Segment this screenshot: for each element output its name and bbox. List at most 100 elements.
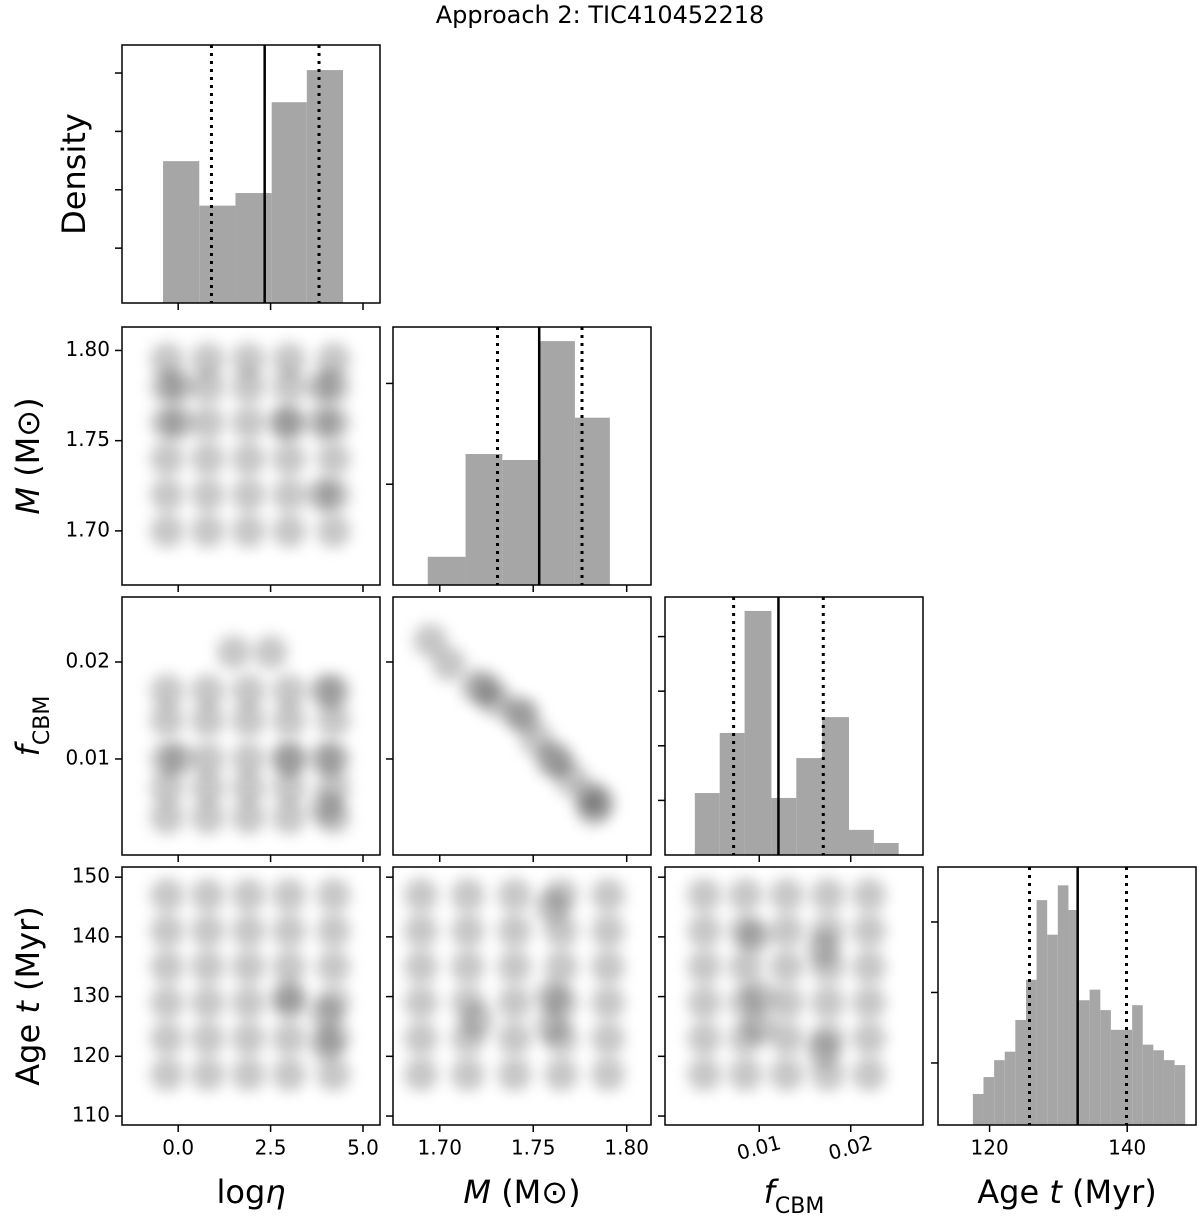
- axis-label: logη: [216, 1173, 285, 1211]
- scatter-point: [272, 674, 307, 709]
- scatter-point: [534, 890, 569, 925]
- hist-bar: [502, 460, 541, 585]
- scatter-point: [769, 878, 804, 913]
- hist-bar: [1153, 1050, 1164, 1125]
- y-tick-label: 130: [72, 983, 110, 1007]
- scatter-point: [231, 771, 266, 806]
- scatter-point: [190, 441, 225, 476]
- scatter-point: [852, 949, 887, 984]
- hist-bar: [994, 1060, 1005, 1125]
- panel-marks: [404, 878, 625, 1092]
- scatter-point: [591, 949, 625, 984]
- scatter-point: [272, 800, 307, 835]
- scatter-point: [460, 1003, 495, 1038]
- scatter-point: [687, 913, 722, 948]
- scatter-point: [404, 913, 439, 948]
- scatter-point: [534, 979, 569, 1014]
- scatter-point: [728, 878, 763, 913]
- scatter-point: [150, 1057, 185, 1092]
- scatter-point: [687, 985, 722, 1020]
- scatter-point: [316, 342, 351, 377]
- axis-label: fCBM: [764, 1173, 825, 1219]
- scatter-point: [404, 985, 439, 1020]
- axis-label: Age t (Myr): [977, 1173, 1156, 1211]
- scatter-point: [272, 513, 307, 548]
- hist-bar: [1004, 1051, 1016, 1125]
- hist-bar: [744, 610, 772, 855]
- hist-bar: [540, 341, 575, 585]
- scatter-point: [591, 913, 625, 948]
- scatter-point: [253, 635, 288, 670]
- scatter-point: [190, 405, 225, 440]
- scatter-point: [150, 674, 185, 709]
- scatter-point: [309, 1027, 344, 1062]
- scatter-point: [231, 1021, 266, 1056]
- x-tick-label: 0.0: [162, 1136, 194, 1160]
- scatter-point: [231, 878, 266, 913]
- scatter-point: [231, 949, 266, 984]
- panel-marks: [413, 623, 616, 827]
- scatter-point: [591, 1057, 625, 1092]
- scatter-point: [150, 913, 185, 948]
- panel-marks: [150, 342, 351, 548]
- scatter-point: [852, 985, 887, 1020]
- axis-label: M (M⊙): [9, 397, 47, 514]
- scatter-point: [150, 441, 185, 476]
- scatter-point: [769, 913, 804, 948]
- scatter-point: [806, 1033, 841, 1068]
- scatter-point: [591, 878, 625, 913]
- scatter-point: [432, 646, 467, 681]
- scatter-point: [687, 1057, 722, 1092]
- scatter-point: [742, 1009, 777, 1044]
- scatter-point: [161, 405, 196, 440]
- scatter-point: [404, 1057, 439, 1092]
- y-tick-label: 120: [72, 1043, 110, 1067]
- scatter-point: [272, 771, 307, 806]
- y-tick-label: 1.70: [65, 517, 110, 541]
- scatter-point: [190, 1057, 225, 1092]
- hist-bar: [163, 161, 200, 303]
- hist-bar: [1068, 910, 1080, 1125]
- hist-bar: [1057, 885, 1069, 1125]
- scatter-point: [231, 703, 266, 738]
- scatter-point: [852, 878, 887, 913]
- scatter-point: [316, 513, 351, 548]
- hist-bar: [1142, 1044, 1154, 1125]
- scatter-point: [190, 342, 225, 377]
- scatter-point: [272, 441, 307, 476]
- scatter-point: [404, 949, 439, 984]
- panel-frame: [392, 326, 652, 586]
- hist-bar: [1015, 1019, 1026, 1125]
- hist-bar: [771, 797, 797, 855]
- panel-frame: [664, 596, 924, 856]
- hist-bar: [694, 793, 720, 855]
- scatter-point: [190, 513, 225, 548]
- scatter-point: [581, 785, 616, 820]
- scatter-point: [231, 405, 266, 440]
- scatter-point: [231, 674, 266, 709]
- scatter-point: [316, 1057, 351, 1092]
- scatter-point: [272, 477, 307, 512]
- hist-bar: [199, 205, 236, 303]
- hist-bar: [873, 842, 899, 855]
- hist-bar: [306, 70, 344, 303]
- y-tick-label: 150: [72, 864, 110, 888]
- scatter-point: [769, 1057, 804, 1092]
- y-tick-label: 0.01: [65, 745, 110, 769]
- scatter-point: [231, 342, 266, 377]
- scatter-point: [150, 342, 185, 377]
- scatter-point: [769, 1021, 804, 1056]
- panel-marks: [972, 867, 1186, 1125]
- hist-bar: [719, 732, 745, 855]
- hist-bar: [427, 556, 466, 585]
- scatter-point: [450, 949, 485, 984]
- scatter-point: [190, 985, 225, 1020]
- hist-bar: [822, 717, 849, 855]
- hist-bar: [1036, 900, 1048, 1125]
- chart-title: Approach 2: TIC410452218: [436, 1, 765, 29]
- x-tick-label: 1.80: [604, 1136, 649, 1160]
- scatter-point: [687, 949, 722, 984]
- scatter-point: [497, 949, 532, 984]
- label-part: Density: [55, 113, 93, 235]
- scatter-point: [190, 741, 225, 776]
